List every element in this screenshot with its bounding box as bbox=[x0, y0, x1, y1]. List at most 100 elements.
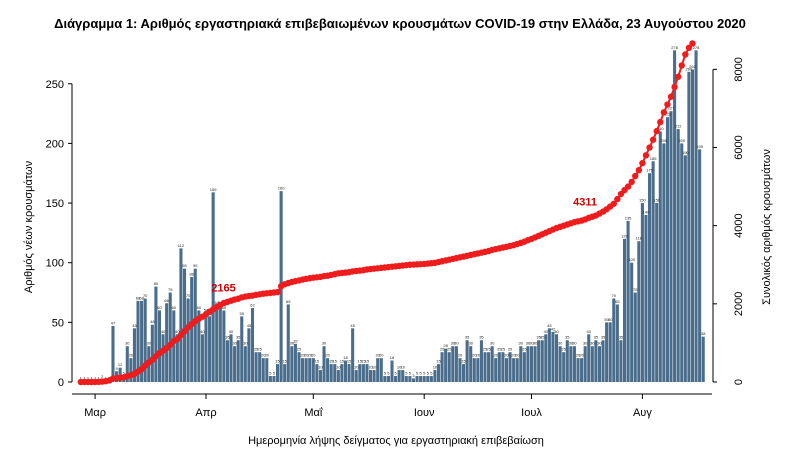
bar bbox=[562, 352, 566, 382]
x-tick-label: Απρ bbox=[195, 407, 216, 419]
bar-value-label: 30 bbox=[597, 341, 602, 346]
cumulative-point bbox=[678, 62, 685, 69]
bar-value-label: 38 bbox=[701, 331, 706, 336]
bar bbox=[343, 360, 348, 382]
bar bbox=[594, 340, 598, 382]
bar-value-label: 159 bbox=[210, 187, 217, 192]
bar bbox=[658, 131, 662, 382]
bar bbox=[111, 325, 115, 382]
bar bbox=[179, 248, 183, 382]
bar bbox=[698, 149, 702, 382]
bar bbox=[590, 346, 594, 382]
bar-value-label: 15 bbox=[282, 359, 287, 364]
bar-value-label: 35 bbox=[601, 335, 606, 340]
bar-value-label: 28 bbox=[443, 343, 448, 348]
bar-value-label: 112 bbox=[178, 243, 185, 248]
bar-value-label: 3 bbox=[412, 373, 415, 378]
bar bbox=[208, 316, 212, 382]
bar bbox=[683, 155, 687, 382]
x-axis: Μαρ Απρ Μαΐ Ιουν Ιουλ Αυγ bbox=[72, 393, 712, 419]
bar bbox=[651, 161, 655, 382]
bar-value-label: 150 bbox=[653, 198, 660, 203]
bar-value-label: 1 bbox=[87, 375, 90, 380]
bar-value-label: 35 bbox=[536, 335, 541, 340]
bar-value-label: 195 bbox=[696, 144, 703, 149]
bar-value-label: 95 bbox=[182, 263, 187, 268]
bar-value-label: 30 bbox=[583, 341, 588, 346]
bar-value-label: 50 bbox=[604, 317, 609, 322]
bar-value-label: 10 bbox=[368, 365, 373, 370]
bar-value-label: 60 bbox=[222, 305, 227, 310]
bar bbox=[351, 328, 355, 382]
y2-tick-label: 6000 bbox=[733, 135, 745, 159]
bar-value-label: 60 bbox=[157, 305, 162, 310]
bar bbox=[311, 358, 315, 382]
bar-value-label: 45 bbox=[547, 323, 552, 328]
bar-value-label: 210 bbox=[657, 126, 664, 131]
bar bbox=[243, 346, 247, 382]
y2-tick-label: 0 bbox=[733, 379, 745, 385]
bar-value-label: 30 bbox=[533, 341, 538, 346]
bar bbox=[168, 292, 172, 382]
bar bbox=[304, 358, 308, 382]
bar bbox=[483, 352, 487, 382]
bar-value-label: 60 bbox=[172, 305, 177, 310]
bar-value-label: 20 bbox=[576, 353, 581, 358]
bar bbox=[572, 346, 576, 382]
bar bbox=[211, 192, 215, 382]
bar bbox=[694, 50, 698, 382]
bar bbox=[290, 346, 294, 382]
bar-value-label: 65 bbox=[286, 299, 291, 304]
bar-value-label: 20 bbox=[129, 353, 134, 358]
bar-value-label: 5 bbox=[123, 371, 126, 376]
bar-value-label: 5 bbox=[269, 371, 272, 376]
cumulative-point bbox=[660, 109, 668, 116]
y-tick-label: 250 bbox=[46, 79, 64, 91]
bar bbox=[422, 376, 426, 382]
bar bbox=[569, 346, 573, 382]
bar-value-label: 18 bbox=[390, 355, 395, 360]
bar bbox=[472, 358, 476, 382]
bar-value-label: 1 bbox=[83, 375, 86, 380]
bar bbox=[648, 173, 652, 382]
bar bbox=[526, 346, 530, 382]
y2-tick-label: 4000 bbox=[733, 213, 745, 237]
bar bbox=[250, 308, 255, 382]
bar bbox=[462, 364, 466, 382]
bar-value-label: 15 bbox=[275, 359, 280, 364]
bar-value-label: 100 bbox=[628, 257, 635, 262]
bar bbox=[669, 111, 673, 382]
bar-value-label: 30 bbox=[232, 341, 237, 346]
bar-value-label: 175 bbox=[646, 168, 653, 173]
bar bbox=[215, 305, 219, 382]
bar-value-label: 66 bbox=[164, 298, 169, 303]
annotation-label: 2165 bbox=[211, 282, 235, 294]
bar-value-label: 15 bbox=[361, 359, 366, 364]
bar-value-label: 65 bbox=[615, 299, 620, 304]
bar bbox=[354, 370, 358, 382]
bar-value-label: 62 bbox=[250, 303, 255, 308]
bar bbox=[318, 370, 322, 382]
bar-value-label: 9 bbox=[115, 366, 118, 371]
chart-title: Διάγραμμα 1: Αριθμός εργαστηριακά επιβεβ… bbox=[54, 16, 746, 31]
bar-value-label: 64 bbox=[214, 300, 219, 305]
bar bbox=[154, 286, 158, 382]
bar bbox=[676, 129, 680, 382]
bar-value-label: 70 bbox=[143, 293, 148, 298]
bar-value-label: 10 bbox=[397, 365, 402, 370]
bar-value-label: 25 bbox=[297, 347, 302, 352]
bar bbox=[240, 316, 244, 382]
bar-value-label: 25 bbox=[501, 347, 506, 352]
bar bbox=[329, 364, 333, 382]
bar bbox=[326, 358, 330, 382]
bar-value-label: 5 bbox=[384, 371, 387, 376]
bar bbox=[347, 364, 351, 382]
bar-value-label: 25 bbox=[257, 347, 262, 352]
bar bbox=[547, 328, 551, 382]
x-tick-label: Ιουν bbox=[414, 407, 435, 419]
bar-value-label: 70 bbox=[612, 293, 617, 298]
annotation-label: 4311 bbox=[573, 197, 597, 209]
bar-value-label: 140 bbox=[643, 209, 650, 214]
bar bbox=[605, 322, 609, 382]
bar-value-label: 212 bbox=[675, 124, 682, 129]
